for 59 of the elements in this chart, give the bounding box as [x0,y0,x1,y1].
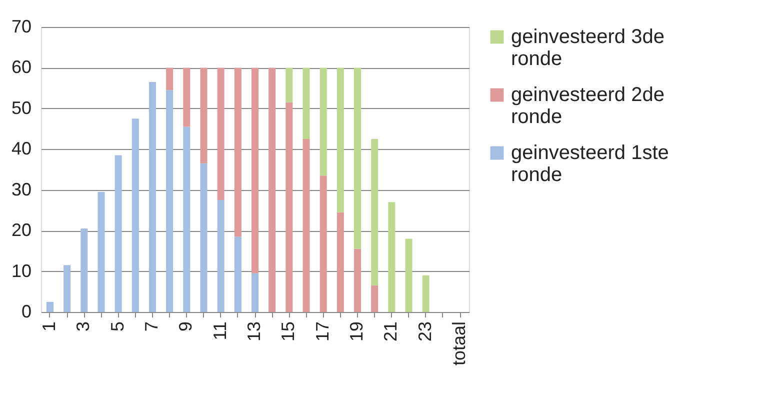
x-tick-label: totaal [449,322,470,366]
bar [64,265,71,312]
x-tick-label: 13 [244,322,264,342]
bar [422,275,430,312]
bar [354,248,362,312]
y-tick-label: 10 [11,260,32,281]
bar [114,155,122,312]
bar [200,68,208,164]
bar [320,68,327,176]
bar [252,273,258,312]
bar [286,68,293,102]
x-tick-label: 9 [176,322,196,332]
bar [183,126,190,312]
bar [217,68,224,200]
y-tick-label: 30 [11,179,32,200]
y-tick-label: 70 [11,16,32,36]
bar [183,68,190,127]
bar [148,82,156,312]
bar [132,118,139,312]
y-tick-label: 60 [11,57,32,78]
bar [217,200,224,312]
y-tick-label: 20 [11,220,32,240]
x-tick-label: 3 [73,322,94,332]
x-tick-label: 21 [380,322,401,342]
bar [371,286,378,312]
bar [320,176,327,312]
bar [302,138,310,312]
x-tick-label: 11 [210,322,230,340]
y-tick-label: 50 [11,98,32,118]
x-tick-label: 1 [38,322,59,332]
bar [354,68,362,249]
bar [234,68,242,237]
legend-label: geinvesteerd 3de ronde [511,26,664,70]
bar [388,202,396,312]
x-tick-label: 23 [414,322,435,342]
bar [286,102,293,312]
bar [166,68,174,90]
legend-label: geinvesteerd 2de ronde [511,84,664,128]
x-tick-label: 15 [278,322,298,342]
bar [371,138,378,286]
bar [252,68,258,274]
bar [98,192,105,312]
y-tick-label: 40 [11,138,32,159]
bar [234,236,242,312]
x-tick-label: 5 [107,322,128,332]
x-tick-label: 17 [312,322,332,342]
x-tick-label: 7 [141,322,162,332]
bar [80,228,88,312]
bar [46,302,54,312]
bar [405,238,412,312]
bar [336,68,344,212]
bar [302,68,310,139]
bar [336,212,344,312]
x-tick-label: 19 [346,322,367,342]
bar [200,163,208,312]
y-tick-label: 0 [21,302,32,322]
bar [268,68,276,312]
bar [166,90,174,312]
legend-label: geinvesteerd 1ste ronde [511,142,669,186]
